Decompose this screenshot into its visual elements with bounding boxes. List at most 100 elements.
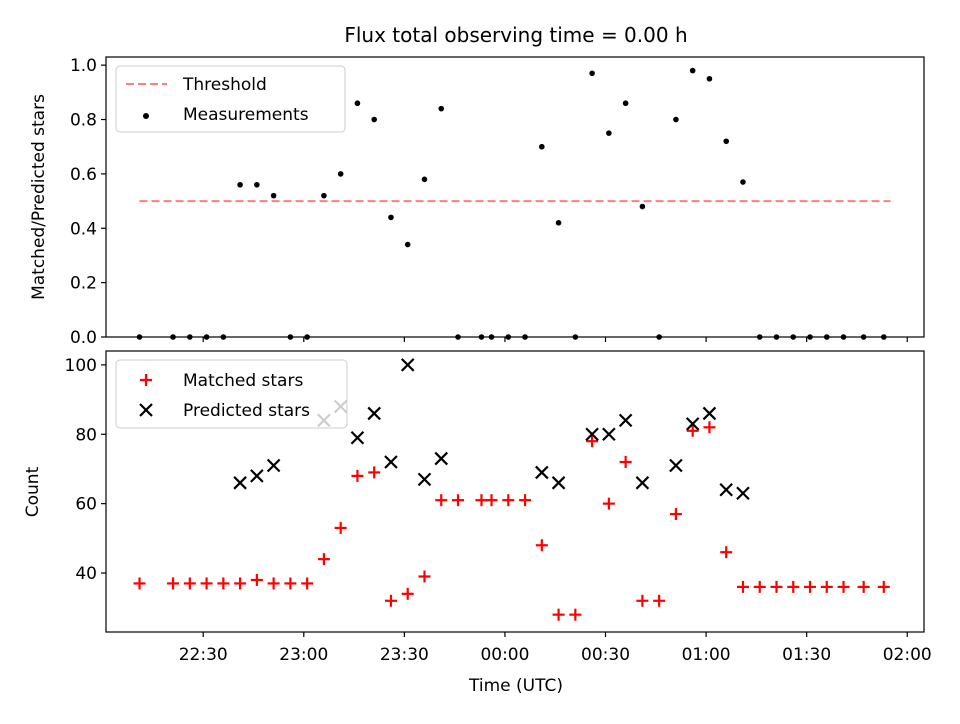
measurement-point bbox=[622, 100, 629, 107]
matched-star-point bbox=[686, 424, 699, 437]
predicted-star-point bbox=[417, 472, 432, 487]
chart-title: Flux total observing time = 0.00 h bbox=[344, 23, 687, 47]
predicted-star-point bbox=[736, 486, 750, 501]
measurement-point bbox=[606, 130, 612, 136]
bottom-y-tick-label: 100 bbox=[65, 356, 97, 376]
bottom-axes-frame bbox=[105, 350, 925, 633]
matched-legend-swatch bbox=[140, 374, 152, 386]
top-y-axis-label: Matched/Predicted stars bbox=[29, 94, 49, 300]
matched-star-point bbox=[351, 469, 364, 482]
matched-star-point bbox=[535, 539, 548, 552]
matched-star-point bbox=[502, 494, 515, 507]
x-tick-label: 22:30 bbox=[179, 645, 228, 665]
predicted-star-point bbox=[685, 417, 700, 431]
matched-star-point bbox=[183, 577, 196, 590]
matched-star-point bbox=[217, 577, 230, 590]
matched-star-point bbox=[384, 594, 397, 607]
measurement-point bbox=[321, 192, 327, 199]
measurement-point bbox=[673, 116, 679, 123]
measurement-point bbox=[421, 176, 428, 183]
measurement-point bbox=[740, 179, 746, 185]
matched-star-point bbox=[435, 494, 448, 507]
matched-star-point bbox=[753, 580, 766, 593]
measurement-point bbox=[639, 203, 646, 210]
top-y-tick-label: 0.2 bbox=[70, 274, 97, 294]
legend-label-matched: Matched stars bbox=[183, 371, 303, 391]
matched-star-point bbox=[334, 521, 347, 534]
measurement-point bbox=[689, 67, 696, 74]
matched-star-point bbox=[787, 580, 800, 593]
matched-star-point bbox=[602, 497, 615, 510]
matched-star-point bbox=[804, 580, 817, 593]
predicted-star-point bbox=[702, 406, 717, 421]
measurement-point bbox=[270, 192, 277, 199]
matched-star-point bbox=[317, 553, 330, 566]
matched-star-point bbox=[452, 494, 465, 507]
legend-label-threshold: Threshold bbox=[182, 75, 267, 95]
matched-star-point bbox=[284, 577, 297, 590]
predicted-legend-swatch bbox=[139, 403, 153, 417]
bottom-legend-box bbox=[115, 359, 348, 429]
top-axes-frame bbox=[105, 56, 925, 338]
x-tick-label: 01:00 bbox=[682, 645, 731, 665]
matched-star-point bbox=[736, 580, 749, 593]
measurement-point bbox=[723, 138, 730, 145]
predicted-star-point bbox=[434, 451, 449, 466]
bottom-legend: Matched stars Predicted stars bbox=[115, 359, 348, 429]
predicted-star-point bbox=[669, 458, 683, 473]
matched-star-point bbox=[133, 577, 146, 590]
predicted-star-point bbox=[400, 358, 415, 372]
matched-star-point bbox=[569, 608, 582, 621]
predicted-star-point bbox=[367, 406, 381, 421]
matched-star-point bbox=[619, 456, 632, 469]
matched-star-point bbox=[857, 580, 870, 593]
predicted-star-point bbox=[719, 482, 733, 497]
x-tick-label: 01:30 bbox=[782, 645, 831, 665]
bottom-y-tick-label: 60 bbox=[75, 495, 97, 515]
measurements-legend-swatch bbox=[143, 113, 149, 119]
bottom-y-axis-label: Count bbox=[23, 466, 43, 517]
bottom-x-axis: 22:30 23:00 23:30 00:00 00:30 01:00 01:30 02:00 bbox=[179, 632, 932, 665]
predicted-star-point bbox=[585, 427, 599, 442]
top-legend: Threshold Measurements bbox=[115, 65, 346, 133]
bottom-y-tick-label: 80 bbox=[75, 425, 97, 445]
x-tick-label: 02:00 bbox=[883, 645, 932, 665]
measurement-point bbox=[539, 143, 545, 150]
predicted-star-point bbox=[266, 458, 281, 473]
matched-star-point bbox=[586, 435, 599, 448]
top-legend-box bbox=[115, 65, 346, 133]
matched-star-point bbox=[475, 494, 488, 507]
matched-star-point bbox=[720, 546, 733, 559]
measurement-point bbox=[371, 116, 377, 123]
x-axis-label: Time (UTC) bbox=[468, 676, 563, 696]
matched-star-point bbox=[669, 508, 682, 521]
matched-star-point bbox=[301, 577, 314, 590]
measurement-point bbox=[706, 75, 713, 82]
legend-label-measurements: Measurements bbox=[183, 105, 309, 125]
measurement-point bbox=[555, 220, 562, 226]
measurement-point bbox=[354, 100, 361, 107]
legend-label-predicted: Predicted stars bbox=[183, 401, 310, 421]
predicted-star-point bbox=[635, 476, 650, 490]
matched-star-point bbox=[653, 594, 666, 607]
bottom-y-axis: 40 60 80 100 bbox=[65, 356, 106, 584]
predicted-star-point bbox=[233, 476, 247, 490]
x-tick-label: 00:30 bbox=[581, 645, 630, 665]
measurement-point bbox=[254, 181, 260, 188]
x-tick-label: 23:00 bbox=[279, 645, 328, 665]
measurement-point bbox=[388, 214, 394, 221]
x-tick-label: 00:00 bbox=[480, 645, 529, 665]
matched-star-point bbox=[552, 608, 565, 621]
predicted-star-point bbox=[602, 427, 616, 442]
measurement-point bbox=[237, 181, 243, 188]
bottom-panel: 40 60 80 100 22:30 23:00 23:30 00:00 00:30 01:00… bbox=[23, 350, 932, 696]
bottom-plot-area bbox=[133, 358, 890, 621]
measurement-point bbox=[337, 171, 344, 177]
top-y-tick-label: 0.8 bbox=[70, 111, 97, 131]
predicted-star-point bbox=[618, 413, 633, 428]
top-y-tick-label: 0.4 bbox=[70, 219, 97, 239]
top-y-axis: 0.0 0.2 0.4 0.6 0.8 1.0 bbox=[70, 56, 106, 348]
predicted-star-point bbox=[384, 455, 398, 469]
matched-star-point bbox=[519, 494, 532, 507]
